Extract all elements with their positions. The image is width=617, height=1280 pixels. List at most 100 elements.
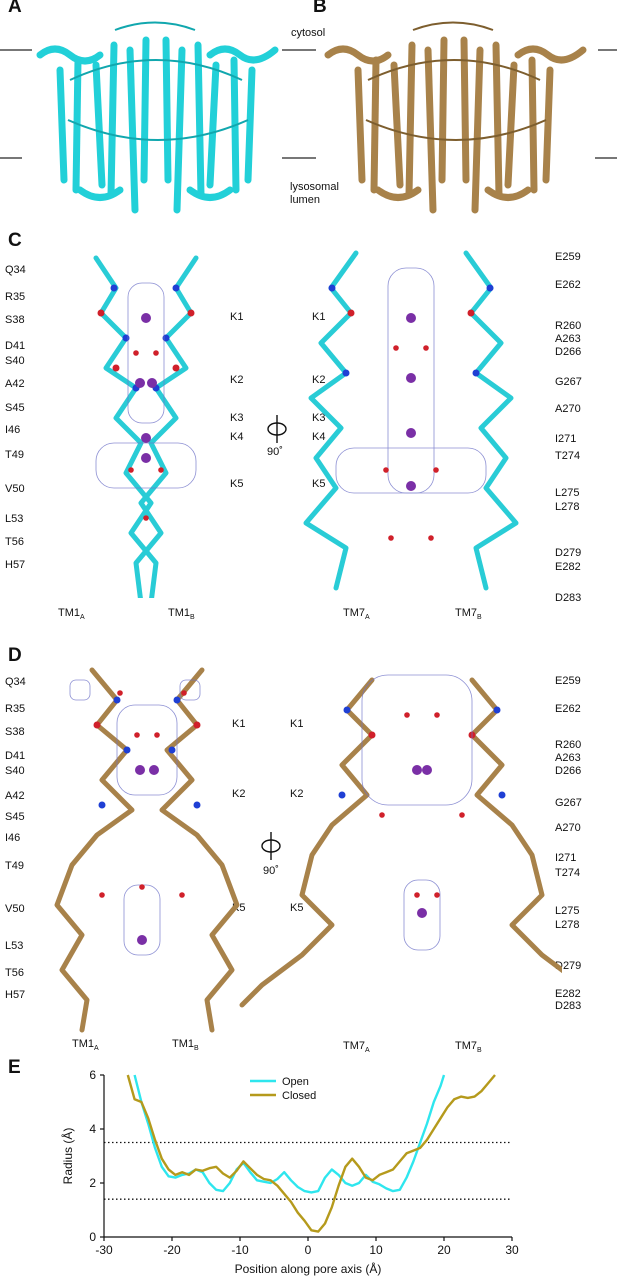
residue-label: D266 xyxy=(555,765,582,777)
residue-label: S38 xyxy=(5,314,25,326)
site-label: K1 xyxy=(290,718,304,730)
x-tick-label: 20 xyxy=(437,1243,451,1257)
residue-label: S38 xyxy=(5,726,25,738)
residue-label: V50 xyxy=(5,903,25,915)
site-label: K4 xyxy=(312,431,326,443)
tm7b-label: TM7B xyxy=(455,607,482,622)
residue-label: S40 xyxy=(5,765,25,777)
site-label: K3 xyxy=(230,412,244,424)
site-label: K1 xyxy=(232,718,246,730)
tm7a-label: TM7A xyxy=(343,607,370,622)
site-label: K2 xyxy=(230,374,244,386)
residue-label: T56 xyxy=(5,967,24,979)
residue-label: S40 xyxy=(5,355,25,367)
tm7a-label: TM7A xyxy=(343,1040,370,1055)
site-label: K2 xyxy=(312,374,326,386)
tm1a-label: TM1A xyxy=(58,607,85,622)
x-tick-label: -10 xyxy=(231,1243,249,1257)
residue-label: T56 xyxy=(5,536,24,548)
residue-label: R260 xyxy=(555,739,582,751)
site-label: K5 xyxy=(290,902,304,914)
residue-label: D283 xyxy=(555,1000,582,1012)
rotation-icon xyxy=(261,832,281,860)
residue-label: L53 xyxy=(5,940,24,952)
residue-label: A42 xyxy=(5,378,25,390)
residue-label: E259 xyxy=(555,675,581,687)
tm1b-label: TM1B xyxy=(168,607,195,622)
residue-label: T49 xyxy=(5,449,24,461)
residue-label: D41 xyxy=(5,340,26,352)
residue-label: L275 xyxy=(555,487,580,499)
residue-label: E282 xyxy=(555,561,581,573)
panel-label-a: A xyxy=(8,0,22,17)
tm1b-label: TM1B xyxy=(172,1038,199,1053)
y-axis-label: Radius (Å) xyxy=(60,1128,75,1185)
panel-label-d: D xyxy=(8,645,22,666)
closed-state-structure xyxy=(324,21,587,214)
residue-label: R35 xyxy=(5,703,26,715)
rotation-icon xyxy=(267,415,287,443)
residue-label: S45 xyxy=(5,811,25,823)
residue-label: Q34 xyxy=(5,264,26,276)
residue-label: A263 xyxy=(555,333,581,345)
x-tick-label: 30 xyxy=(505,1243,519,1257)
tm1a-label: TM1A xyxy=(72,1038,99,1053)
x-tick-label: 0 xyxy=(305,1243,312,1257)
cytosol-label: cytosol xyxy=(291,27,326,39)
residue-label: T274 xyxy=(555,450,581,462)
y-tick-label: 2 xyxy=(89,1176,96,1190)
residue-label: R35 xyxy=(5,291,26,303)
panel-label-b: B xyxy=(313,0,327,17)
panel-label-e: E xyxy=(8,1057,21,1078)
residue-label: D41 xyxy=(5,750,26,762)
x-axis-label: Position along pore axis (Å) xyxy=(235,1261,382,1276)
pore-radius-chart: -30 -20 -10 0 10 20 30 0 2 4 6 Position along pore … xyxy=(60,1068,519,1276)
lumen-label: lysosomal lumen xyxy=(290,181,339,207)
residue-label: A270 xyxy=(555,403,581,415)
residue-label: G267 xyxy=(555,797,582,809)
residue-label: Q34 xyxy=(5,676,26,688)
tm7b-label: TM7B xyxy=(455,1040,482,1055)
site-label: K1 xyxy=(230,311,244,323)
legend-label-open: Open xyxy=(282,1076,309,1088)
site-label: K5 xyxy=(230,478,244,490)
rotation-label: 90˚ xyxy=(263,865,279,877)
residue-label: G267 xyxy=(555,376,582,388)
closed-filter-sticks xyxy=(54,667,562,1033)
x-tick-label: -20 xyxy=(163,1243,181,1257)
y-tick-label: 6 xyxy=(89,1068,96,1082)
lumen-label-line1: lysosomal xyxy=(290,181,339,193)
site-label: K5 xyxy=(312,478,326,490)
panel-label-c: C xyxy=(8,230,22,251)
site-label: K2 xyxy=(290,788,304,800)
site-label: K2 xyxy=(232,788,246,800)
rotation-label: 90˚ xyxy=(267,446,283,458)
residue-label: H57 xyxy=(5,989,26,1001)
y-tick-label: 0 xyxy=(89,1230,96,1244)
residue-label: I46 xyxy=(5,832,21,844)
residue-label: A42 xyxy=(5,790,25,802)
residue-label: D266 xyxy=(555,346,582,358)
residue-label: H57 xyxy=(5,559,26,571)
residue-label: A263 xyxy=(555,752,581,764)
residue-label: L275 xyxy=(555,905,580,917)
x-tick-label: 10 xyxy=(369,1243,383,1257)
site-label: K1 xyxy=(312,311,326,323)
residue-label: T49 xyxy=(5,860,24,872)
residue-label: D279 xyxy=(555,547,582,559)
residue-label: I46 xyxy=(5,424,21,436)
y-tick-label: 4 xyxy=(89,1122,96,1136)
residue-label: L278 xyxy=(555,501,580,513)
membrane-boundary-lines xyxy=(0,49,617,159)
x-tick-label: -30 xyxy=(95,1243,113,1257)
residue-label: S45 xyxy=(5,402,25,414)
residue-label: R260 xyxy=(555,320,582,332)
residue-label: V50 xyxy=(5,483,25,495)
site-label: K3 xyxy=(312,412,326,424)
residue-label: E262 xyxy=(555,279,581,291)
residue-label: I271 xyxy=(555,852,577,864)
residue-label: L53 xyxy=(5,513,24,525)
legend-label-closed: Closed xyxy=(282,1090,316,1102)
residue-label: D283 xyxy=(555,592,582,604)
site-label: K4 xyxy=(230,431,244,443)
